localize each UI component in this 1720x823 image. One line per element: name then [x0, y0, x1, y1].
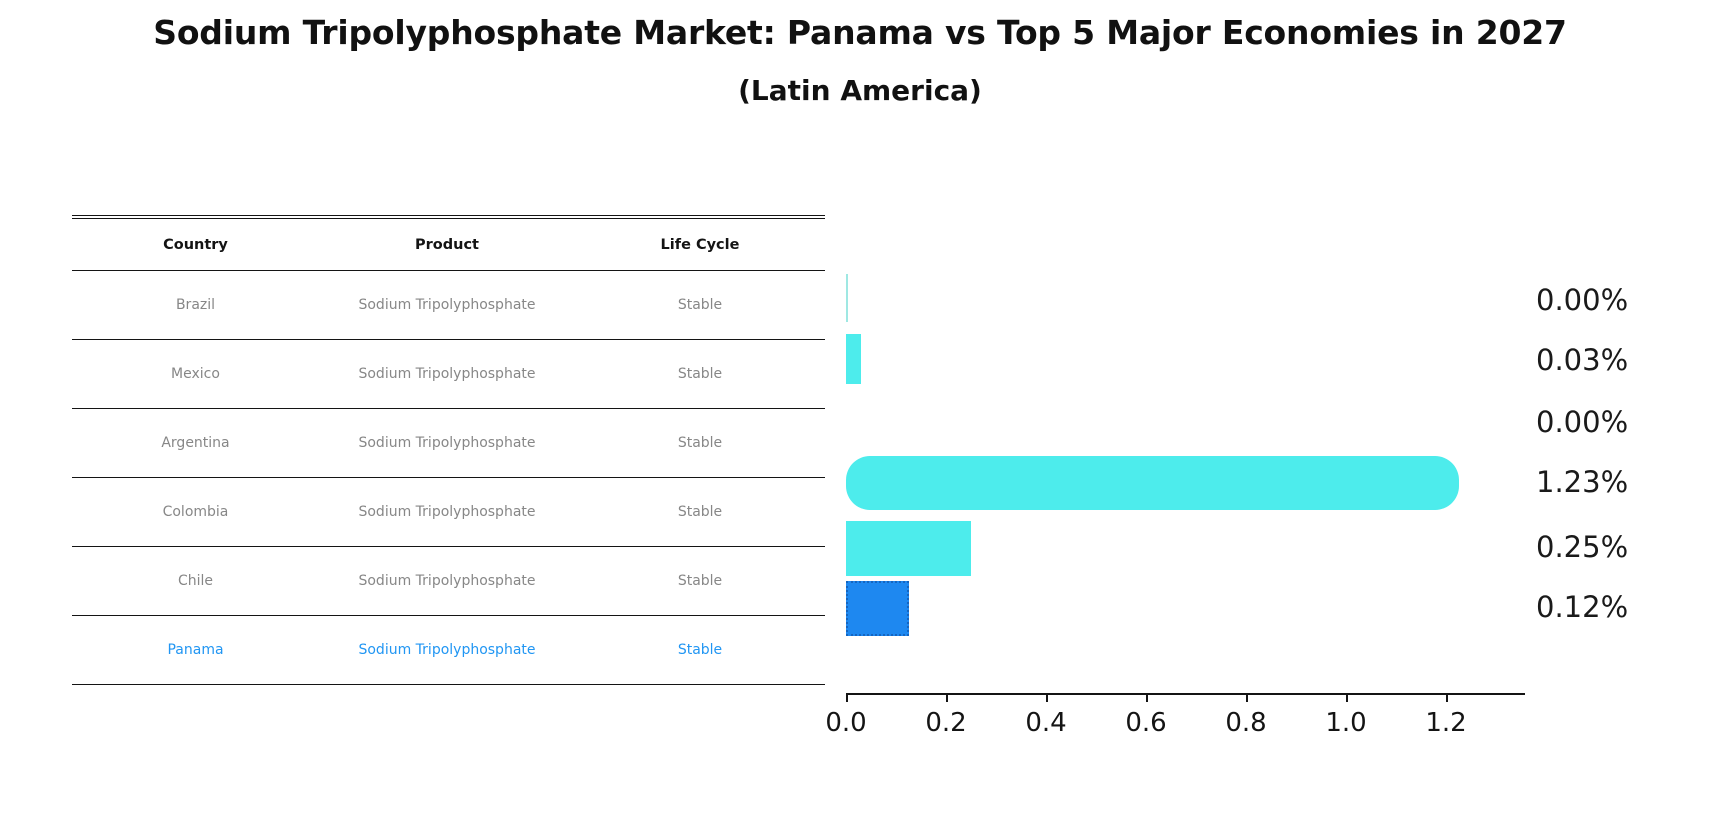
- cell-product: Sodium Tripolyphosphate: [319, 270, 575, 340]
- table-header: Country Product Life Cycle: [72, 215, 825, 271]
- cell-life-cycle: Stable: [575, 270, 825, 340]
- bar-value-mexico: 0.03%: [1536, 343, 1629, 377]
- table-row: Mexico Sodium Tripolyphosphate Stable: [72, 339, 825, 409]
- table-header-row: Country Product Life Cycle: [72, 218, 825, 271]
- rule-cell: [72, 215, 319, 219]
- chart-title-block: Sodium Tripolyphosphate Market: Panama v…: [0, 10, 1720, 114]
- cell-country: Panama: [72, 615, 319, 685]
- cell-life-cycle: Stable: [575, 615, 825, 685]
- bar-row-chile: 0.25%: [846, 517, 1628, 589]
- x-axis-tick: [1046, 693, 1048, 702]
- bar-brazil: [846, 274, 848, 322]
- country-table: Country Product Life Cycle Brazil Sodium…: [72, 215, 825, 685]
- bar-row-brazil: 0.00%: [846, 262, 1628, 334]
- country-table-container: Country Product Life Cycle Brazil Sodium…: [72, 215, 825, 685]
- bar-value-argentina: 0.00%: [1536, 405, 1629, 439]
- bar-row-argentina: 0.00%: [846, 390, 1628, 462]
- column-header-product: Product: [319, 218, 575, 271]
- cell-product: Sodium Tripolyphosphate: [319, 546, 575, 616]
- page-title: Sodium Tripolyphosphate Market: Panama v…: [153, 13, 1567, 52]
- x-axis-tick: [846, 693, 848, 702]
- table-row: Brazil Sodium Tripolyphosphate Stable: [72, 270, 825, 340]
- bar-chile: [846, 521, 971, 576]
- table-top-rule: [72, 215, 825, 219]
- cell-country: Mexico: [72, 339, 319, 409]
- cell-life-cycle: Stable: [575, 477, 825, 547]
- bar-value-brazil: 0.00%: [1536, 283, 1629, 317]
- table-body: Brazil Sodium Tripolyphosphate Stable Me…: [72, 270, 825, 685]
- x-axis-tick: [1446, 693, 1448, 702]
- x-axis-tick: [1246, 693, 1248, 702]
- bar-row-colombia: 1.23%: [846, 450, 1628, 522]
- x-axis-tick: [946, 693, 948, 702]
- x-axis-tick-label: 0.8: [1225, 708, 1267, 738]
- cell-country: Chile: [72, 546, 319, 616]
- bar-row-panama: 0.12%: [846, 577, 1628, 649]
- cell-life-cycle: Stable: [575, 339, 825, 409]
- x-axis-tick-label: 0.0: [825, 708, 867, 738]
- x-axis-tick-label: 0.4: [1025, 708, 1067, 738]
- bar-value-chile: 0.25%: [1536, 530, 1629, 564]
- x-axis-tick-label: 1.2: [1425, 708, 1467, 738]
- column-header-life-cycle: Life Cycle: [575, 218, 825, 271]
- cell-product: Sodium Tripolyphosphate: [319, 477, 575, 547]
- cell-life-cycle: Stable: [575, 408, 825, 478]
- page-subtitle: (Latin America): [738, 74, 982, 107]
- x-axis-tick-label: 1.0: [1325, 708, 1367, 738]
- bar-value-colombia: 1.23%: [1536, 465, 1629, 499]
- cell-life-cycle: Stable: [575, 546, 825, 616]
- x-axis-tick: [1146, 693, 1148, 702]
- x-axis-line: [846, 693, 1525, 696]
- table-row: Argentina Sodium Tripolyphosphate Stable: [72, 408, 825, 478]
- plot-area: 0.00% 0.03% 0.00% 1.23% 0.25%: [825, 262, 1628, 738]
- cell-country: Colombia: [72, 477, 319, 547]
- table-row: Chile Sodium Tripolyphosphate Stable: [72, 546, 825, 616]
- bar-colombia: [846, 456, 1459, 510]
- x-axis-tick-label: 0.2: [925, 708, 967, 738]
- cell-product: Sodium Tripolyphosphate: [319, 339, 575, 409]
- bar-value-panama: 0.12%: [1536, 590, 1629, 624]
- bar-chart: 0.00% 0.03% 0.00% 1.23% 0.25%: [825, 262, 1628, 738]
- bar-mexico: [846, 334, 861, 384]
- cell-product: Sodium Tripolyphosphate: [319, 615, 575, 685]
- cell-country: Argentina: [72, 408, 319, 478]
- bar-row-mexico: 0.03%: [846, 324, 1628, 396]
- rule-cell: [319, 215, 575, 219]
- column-header-country: Country: [72, 218, 319, 271]
- x-axis-tick: [1346, 693, 1348, 702]
- bar-panama: [846, 581, 909, 636]
- rule-cell: [575, 215, 825, 219]
- cell-country: Brazil: [72, 270, 319, 340]
- cell-product: Sodium Tripolyphosphate: [319, 408, 575, 478]
- table-row: Colombia Sodium Tripolyphosphate Stable: [72, 477, 825, 547]
- table-row-highlighted: Panama Sodium Tripolyphosphate Stable: [72, 615, 825, 685]
- x-axis-tick-label: 0.6: [1125, 708, 1167, 738]
